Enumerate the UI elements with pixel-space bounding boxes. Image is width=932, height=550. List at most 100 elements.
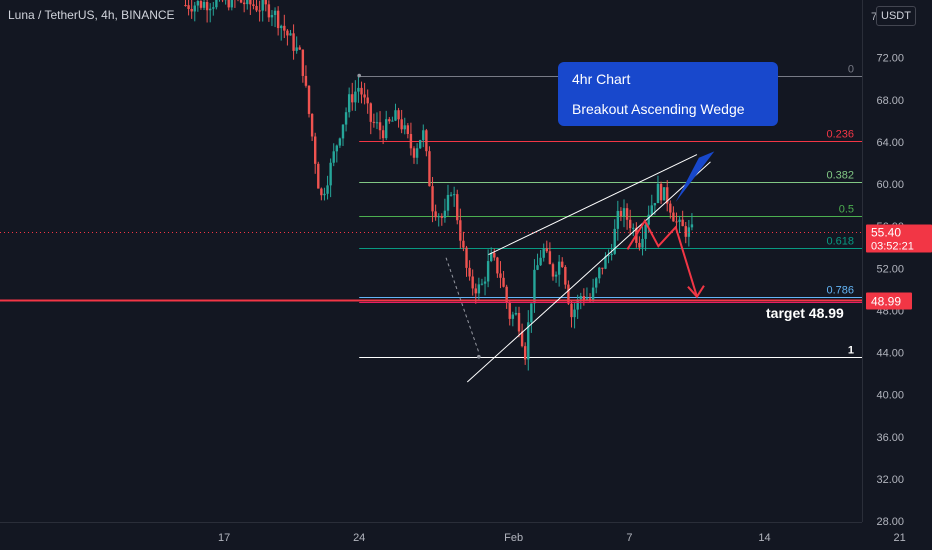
- candle-body: [193, 5, 196, 12]
- candle-body: [659, 183, 663, 201]
- projection-arrowhead: [687, 285, 705, 299]
- price-tick-partial: 7: [871, 11, 877, 23]
- candle-body: [209, 8, 212, 11]
- candle-body: [579, 296, 582, 300]
- candle-body: [369, 103, 372, 122]
- candle-body: [557, 261, 561, 275]
- current-price-text: 55.40: [871, 226, 901, 240]
- candle-body: [616, 210, 620, 229]
- candle-body: [202, 1, 206, 8]
- candle-body: [215, 0, 218, 8]
- candle-body: [530, 303, 533, 323]
- candle-body: [326, 185, 329, 194]
- candle-body: [622, 208, 626, 217]
- candle-body: [644, 224, 647, 239]
- candle-body: [304, 75, 308, 86]
- price-tick-label: 36.00: [876, 432, 904, 444]
- price-tick-label: 40.00: [876, 390, 904, 402]
- candle-body: [434, 211, 437, 218]
- candle-body: [264, 0, 267, 5]
- anchor-point: [357, 73, 362, 78]
- candle-body: [283, 25, 286, 31]
- candle-body: [310, 113, 314, 137]
- candle-body: [446, 194, 450, 211]
- fibonacci-retracement[interactable]: 0 0.236 0.382 0.5 0.618 0.786 1: [359, 64, 862, 358]
- annotation-callout[interactable]: 4hr Chart Breakout Ascending Wedge: [558, 62, 778, 126]
- candle-body: [613, 228, 616, 254]
- candle-body: [230, 0, 234, 8]
- candle-body: [190, 9, 193, 12]
- price-tick-label: 64.00: [876, 137, 904, 149]
- candle-body: [372, 121, 376, 123]
- candle-body: [338, 138, 342, 146]
- time-tick-label: 17: [218, 532, 230, 544]
- candle-body: [187, 5, 190, 10]
- fib-dashed-trendline: [445, 257, 480, 353]
- candle-body: [415, 148, 419, 158]
- candle-body: [184, 5, 187, 7]
- candle-body: [675, 221, 678, 223]
- candle-body: [588, 298, 592, 300]
- price-tick-label: 28.00: [876, 516, 904, 528]
- candle-body: [669, 203, 672, 213]
- candle-body: [347, 94, 351, 113]
- candle-body: [320, 188, 323, 196]
- fib-level-label: 0.382: [826, 170, 854, 182]
- candle-body: [317, 163, 320, 189]
- currency-unit-button[interactable]: USDT: [876, 6, 916, 26]
- time-tick-label: 14: [758, 532, 770, 544]
- candle-body: [607, 255, 610, 257]
- candle-body: [598, 267, 601, 279]
- candle-body: [425, 130, 428, 152]
- time-tick-label: 7: [626, 532, 632, 544]
- candle-body: [666, 187, 669, 204]
- candle-body: [403, 125, 406, 130]
- candle-body: [493, 252, 496, 258]
- candle-body: [561, 261, 564, 267]
- candle-body: [477, 284, 481, 294]
- trendlines[interactable]: [0, 73, 862, 383]
- candle-body: [199, 1, 203, 8]
- candle-body: [351, 94, 354, 103]
- candle-body: [388, 119, 391, 122]
- target-price-badge: [866, 292, 912, 310]
- candle-body: [280, 25, 283, 29]
- candle-body: [307, 85, 311, 114]
- candle-body: [681, 219, 684, 227]
- candle-body: [595, 278, 598, 288]
- candle-body: [641, 238, 644, 248]
- price-axis[interactable]: 72.0068.0064.0060.0056.0052.0048.0044.00…: [862, 0, 905, 528]
- candle-body: [462, 240, 465, 248]
- candle-body: [459, 220, 462, 241]
- candle-body: [554, 274, 558, 277]
- candle-body: [628, 219, 632, 229]
- candle-body: [523, 346, 527, 360]
- callout-line-2: Breakout Ascending Wedge: [572, 101, 745, 117]
- candle-body: [295, 47, 298, 51]
- target-price-text: 48.99: [871, 295, 901, 309]
- candle-body: [601, 267, 604, 269]
- price-tick-label: 68.00: [876, 95, 904, 107]
- candle-body: [672, 212, 675, 222]
- symbol-title[interactable]: Luna / TetherUS, 4h, BINANCE: [8, 8, 175, 22]
- candle-body: [678, 219, 681, 222]
- candle-body: [468, 267, 471, 277]
- candle-body: [270, 14, 274, 18]
- candle-body: [357, 87, 360, 92]
- candle-body: [619, 210, 623, 217]
- fib-level-label: 0.236: [826, 129, 854, 141]
- countdown-text: 03:52:21: [871, 241, 914, 253]
- time-axis[interactable]: 17 24 Feb 7 14 21: [0, 522, 906, 545]
- candle-body: [431, 186, 434, 212]
- candle-body: [363, 94, 366, 98]
- candle-body: [212, 7, 215, 9]
- current-price-badge: [866, 224, 932, 253]
- candle-body: [391, 120, 394, 122]
- candle-body: [323, 193, 326, 196]
- candlesticks: [184, 0, 694, 371]
- candle-body: [576, 299, 579, 310]
- fib-level-label: 0.618: [826, 236, 854, 248]
